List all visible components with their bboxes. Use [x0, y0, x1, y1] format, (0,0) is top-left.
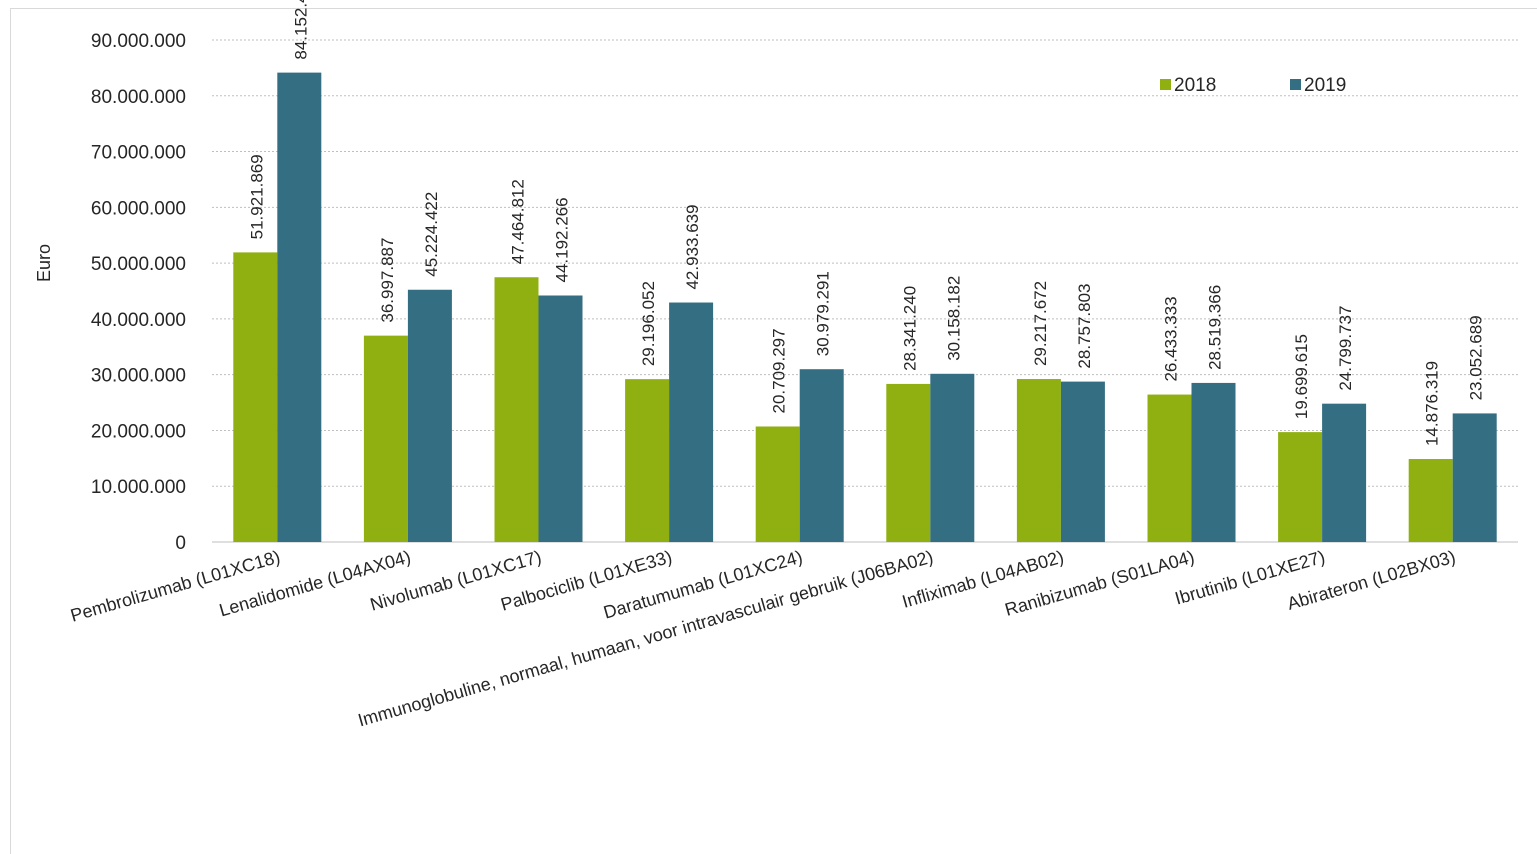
bar-2018 — [1147, 394, 1192, 542]
data-label: 51.921.869 — [247, 154, 266, 239]
bar-2019 — [1452, 413, 1497, 542]
data-label: 30.158.182 — [944, 276, 963, 361]
legend-swatch — [1290, 79, 1301, 90]
data-label: 42.933.639 — [683, 204, 702, 289]
legend-swatch — [1160, 79, 1171, 90]
bar-2019 — [1060, 381, 1105, 542]
bar-2019 — [538, 295, 583, 542]
legend-label: 2019 — [1304, 75, 1346, 96]
y-tick-label: 90.000.000 — [91, 31, 186, 52]
bar-2018 — [886, 383, 931, 542]
y-tick-label: 50.000.000 — [91, 254, 186, 275]
data-label: 24.799.737 — [1336, 306, 1355, 391]
category-labels: Pembrolizumab (L01XC18)Lenalidomide (L04… — [68, 547, 1458, 731]
bar-2019 — [930, 373, 975, 542]
data-label: 19.699.615 — [1292, 334, 1311, 419]
data-label: 14.876.319 — [1423, 361, 1442, 446]
data-label: 44.192.266 — [553, 197, 572, 282]
data-label: 29.217.672 — [1031, 281, 1050, 366]
bar-2018 — [494, 277, 539, 542]
y-tick-label: 80.000.000 — [91, 87, 186, 108]
legend-label: 2018 — [1174, 75, 1216, 96]
data-label: 29.196.052 — [639, 281, 658, 366]
bar-2019 — [799, 369, 844, 542]
data-label: 36.997.887 — [378, 238, 397, 323]
y-tick-label: 30.000.000 — [91, 366, 186, 387]
data-label: 30.979.291 — [814, 271, 833, 356]
bar-2019 — [1322, 403, 1367, 542]
gridlines — [212, 39, 1518, 543]
y-tick-label: 40.000.000 — [91, 310, 186, 331]
data-label: 26.433.333 — [1162, 296, 1181, 381]
y-axis-label: Euro — [34, 244, 54, 282]
data-label: 28.519.366 — [1206, 285, 1225, 370]
data-label: 45.224.422 — [422, 192, 441, 277]
y-tick-label: 10.000.000 — [91, 477, 186, 498]
bar-2018 — [755, 426, 800, 542]
y-tick-label: 70.000.000 — [91, 143, 186, 164]
chart-frame — [10, 8, 1537, 854]
y-tick-label: 20.000.000 — [91, 421, 186, 442]
bar-2019 — [1191, 382, 1236, 542]
bar-2018 — [233, 252, 278, 542]
legend: 2018 2019 — [1160, 75, 1346, 96]
data-label: 47.464.812 — [509, 179, 528, 264]
data-labels: 51.921.869 84.152.452 36.997.887 45.224.422… — [247, 0, 1485, 446]
bars — [233, 72, 1497, 542]
bar-2018 — [1408, 459, 1453, 542]
data-label: 23.052.689 — [1467, 315, 1486, 400]
data-label: 28.757.803 — [1075, 284, 1094, 369]
bar-2019 — [407, 289, 452, 542]
y-tick-label: 60.000.000 — [91, 198, 186, 219]
bar-2018 — [625, 379, 670, 542]
bar-2019 — [669, 302, 714, 542]
y-tick-label: 0 — [175, 533, 186, 554]
data-label: 20.709.297 — [770, 328, 789, 413]
data-label: 28.341.240 — [900, 286, 919, 371]
bar-2019 — [277, 72, 322, 542]
bar-2018 — [1278, 432, 1323, 542]
y-axis-ticks: 0 10.000.000 20.000.000 30.000.000 40.000.00… — [91, 31, 186, 554]
category-label: Pembrolizumab (L01XC18) — [68, 547, 282, 626]
data-label: 84.152.452 — [291, 0, 310, 60]
bar-2018 — [1016, 379, 1061, 542]
bar-2018 — [363, 335, 408, 542]
